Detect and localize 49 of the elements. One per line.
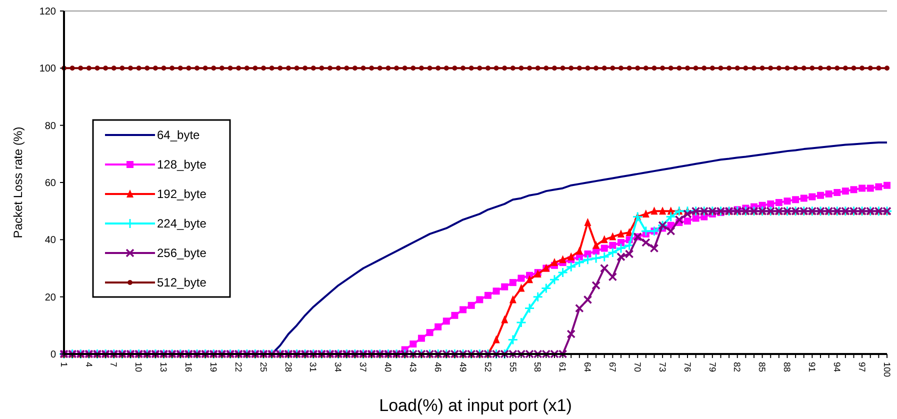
legend-label: 512_byte — [157, 276, 207, 290]
legend-label: 192_byte — [157, 187, 207, 202]
x-tick-label: 97 — [856, 362, 867, 372]
x-tick-label: 4 — [84, 362, 94, 368]
x-tick-label: 94 — [832, 362, 842, 372]
y-axis-title: Packet Loss rate (%) — [11, 126, 25, 238]
y-tick-label: 100 — [39, 64, 56, 75]
x-tick-label: 91 — [807, 362, 818, 372]
x-axis-title: Load(%) at input port (x1) — [379, 396, 572, 415]
y-tick-label: 60 — [44, 178, 56, 189]
x-tick-label: 25 — [258, 362, 268, 372]
x-tick-label: 67 — [608, 362, 618, 372]
legend-label: 64_byte — [157, 128, 200, 142]
x-tick-label: 10 — [134, 362, 144, 372]
x-tick-label: 43 — [408, 362, 418, 372]
y-tick-label: 20 — [44, 292, 56, 304]
x-tick-label: 61 — [558, 362, 568, 372]
x-tick-label: 46 — [432, 362, 443, 372]
legend-label: 128_byte — [157, 158, 207, 172]
x-tick-label: 13 — [158, 362, 169, 372]
x-tick-label: 64 — [582, 362, 593, 372]
x-tick-label: 37 — [358, 362, 368, 372]
x-tick-label: 49 — [458, 362, 468, 372]
x-tick-label: 22 — [233, 362, 244, 372]
y-tick-label: 40 — [44, 235, 56, 246]
x-tick-label: 55 — [508, 362, 518, 372]
y-tick-label: 0 — [50, 350, 56, 360]
legend-label: 224_byte — [157, 216, 207, 231]
x-tick-label: 52 — [482, 362, 493, 372]
x-tick-label: 58 — [532, 362, 543, 372]
x-tick-label: 88 — [782, 362, 792, 372]
x-tick-label: 79 — [707, 362, 718, 372]
x-tick-label: 73 — [657, 362, 668, 372]
x-tick-label: 70 — [632, 362, 642, 372]
x-tick-label: 7 — [108, 362, 119, 368]
legend-label: 256_byte — [157, 246, 207, 260]
y-tick-label: 120 — [39, 6, 56, 18]
x-tick-label: 40 — [383, 362, 394, 372]
x-tick-label: 19 — [208, 362, 218, 372]
x-tick-label: 31 — [308, 362, 318, 372]
x-tick-label: 28 — [283, 362, 294, 372]
x-tick-label: 16 — [184, 362, 194, 372]
y-tick-label: 80 — [44, 120, 56, 132]
x-tick-label: 1 — [58, 362, 69, 368]
x-tick-label: 76 — [682, 362, 692, 372]
x-tick-label: 34 — [333, 362, 344, 372]
x-tick-label: 85 — [757, 362, 768, 372]
x-tick-label: 82 — [732, 362, 742, 372]
x-tick-label: 100 — [882, 362, 892, 378]
